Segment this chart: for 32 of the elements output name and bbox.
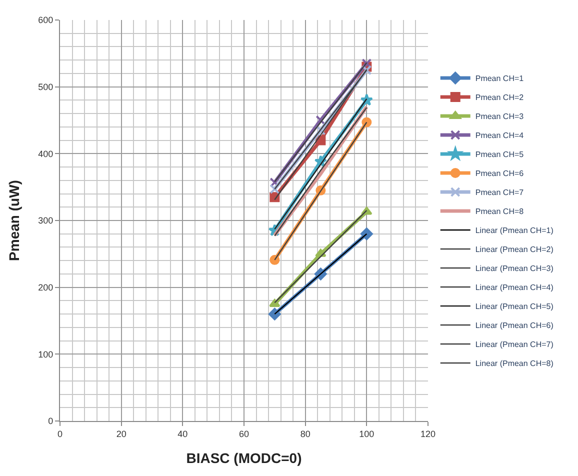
legend-label: Linear (Pmean CH=4): [475, 283, 554, 292]
x-tick-label: 20: [116, 428, 126, 439]
x-axis-title: BIASC (MODC=0): [186, 450, 302, 466]
y-tick-label: 300: [38, 216, 54, 226]
legend-label: Pmean CH=8: [475, 207, 524, 216]
y-axis-title: Pmean (uW): [6, 180, 22, 261]
y-tick-label: 500: [38, 82, 54, 92]
x-tick-label: 80: [300, 428, 310, 439]
x-tick-label: 0: [57, 428, 63, 439]
legend-label: Linear (Pmean CH=2): [475, 245, 554, 254]
legend-label: Pmean CH=7: [475, 188, 524, 198]
legend-label: Pmean CH=6: [475, 169, 524, 178]
legend-label: Linear (Pmean CH=7): [475, 340, 554, 350]
y-tick-label: 100: [38, 349, 54, 360]
legend-label: Pmean CH=5: [475, 150, 524, 160]
legend-label: Linear (Pmean CH=3): [475, 264, 554, 274]
legend-label: Pmean CH=1: [475, 74, 524, 84]
legend-label: Pmean CH=3: [475, 112, 524, 122]
x-tick-label: 40: [178, 428, 188, 439]
y-tick-label: 200: [38, 282, 54, 292]
y-tick-label: 600: [38, 15, 54, 26]
y-tick-label: 400: [38, 148, 54, 159]
legend-label: Pmean CH=2: [475, 93, 524, 102]
x-tick-label: 120: [420, 428, 436, 439]
legend-label: Linear (Pmean CH=1): [475, 226, 554, 236]
x-tick-label: 100: [359, 428, 374, 439]
legend-label: Linear (Pmean CH=6): [475, 321, 554, 330]
x-tick-label: 60: [238, 428, 250, 439]
legend-label: Linear (Pmean CH=8): [475, 359, 554, 368]
legend-label: Pmean CH=4: [475, 131, 524, 140]
legend-label: Linear (Pmean CH=5): [475, 302, 554, 312]
y-tick-label: 0: [48, 416, 54, 426]
